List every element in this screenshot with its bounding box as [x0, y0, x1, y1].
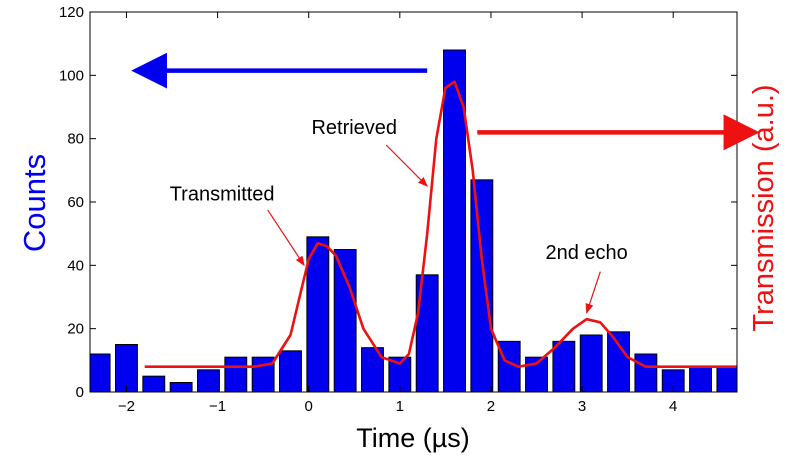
bar	[552, 340, 576, 392]
x-tick-label: 4	[669, 398, 677, 415]
bar	[142, 375, 166, 392]
x-axis-label: Time (µs)	[356, 423, 470, 453]
bar	[169, 382, 193, 392]
bar	[689, 366, 712, 392]
annotation-label: 2nd echo	[545, 242, 627, 264]
annotation-arrow	[585, 271, 601, 314]
bar	[607, 331, 630, 392]
transmission-curve	[144, 80, 737, 369]
bar	[333, 249, 357, 392]
bar	[661, 369, 685, 392]
bar	[470, 179, 494, 392]
y-tick-label: 40	[67, 257, 84, 274]
bar	[279, 350, 302, 392]
bar	[251, 356, 275, 392]
bar	[634, 353, 658, 392]
arrows	[131, 52, 760, 151]
bar	[306, 236, 330, 392]
annotation-label: Retrieved	[311, 117, 397, 139]
bars	[90, 49, 737, 392]
y-tick-label: 80	[67, 131, 84, 148]
annotations: Transmitted Retrieved 2nd echo	[170, 117, 628, 314]
bar	[443, 49, 466, 392]
x-tick-label: 1	[396, 398, 404, 415]
annotation-label: Transmitted	[170, 183, 275, 205]
bar	[415, 274, 439, 392]
bar	[197, 369, 220, 392]
y-axis-label: Counts	[17, 154, 52, 252]
bar	[90, 353, 111, 392]
y-tick-label: 60	[67, 194, 84, 211]
bar	[579, 334, 603, 392]
annotation-arrow	[267, 209, 305, 267]
bar	[115, 344, 138, 392]
bar	[716, 366, 737, 392]
x-tick-label: 3	[578, 398, 586, 415]
bar	[224, 356, 248, 392]
annotation-arrow	[385, 144, 428, 187]
x-tick-label: −1	[209, 398, 226, 415]
x-tick-label: 2	[487, 398, 495, 415]
y-tick-label: 120	[59, 4, 84, 21]
right-axis-label: Transmission (a.u.)	[748, 84, 780, 331]
y-tick-label: 100	[59, 67, 84, 84]
x-tick-label: −2	[118, 398, 135, 415]
y-tick-label: 20	[67, 321, 84, 338]
x-tick-label: 0	[305, 398, 313, 415]
y-tick-label: 0	[76, 384, 84, 401]
